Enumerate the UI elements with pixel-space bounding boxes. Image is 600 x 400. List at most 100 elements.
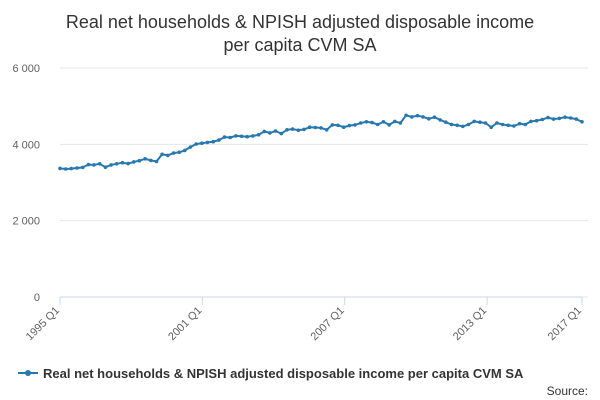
data-point-72[interactable] (466, 122, 471, 127)
data-point-67[interactable] (438, 118, 443, 122)
data-point-79[interactable] (506, 123, 511, 128)
data-point-21[interactable] (177, 150, 181, 155)
data-point-74[interactable] (478, 120, 482, 124)
data-point-65[interactable] (427, 117, 431, 121)
data-point-39[interactable] (279, 131, 284, 136)
data-point-40[interactable] (285, 128, 289, 132)
data-point-55[interactable] (370, 120, 374, 125)
data-point-19[interactable] (166, 153, 170, 158)
data-point-12[interactable] (126, 161, 130, 166)
data-point-58[interactable] (387, 123, 391, 127)
data-point-76[interactable] (489, 125, 494, 129)
data-point-43[interactable] (302, 127, 306, 132)
data-point-81[interactable] (517, 121, 522, 126)
data-point-32[interactable] (239, 134, 244, 139)
data-point-88[interactable] (557, 116, 562, 121)
data-point-17[interactable] (154, 159, 159, 164)
data-point-48[interactable] (330, 123, 335, 127)
data-point-7[interactable] (97, 162, 102, 166)
data-point-20[interactable] (171, 151, 176, 155)
data-point-29[interactable] (222, 135, 227, 139)
data-point-92[interactable] (580, 120, 584, 124)
data-point-16[interactable] (149, 158, 153, 163)
data-point-27[interactable] (211, 139, 215, 144)
data-point-6[interactable] (92, 163, 96, 167)
data-point-18[interactable] (160, 152, 164, 157)
data-point-90[interactable] (568, 116, 573, 120)
data-point-13[interactable] (132, 160, 136, 164)
data-point-53[interactable] (358, 121, 363, 125)
data-point-26[interactable] (205, 140, 210, 145)
data-point-14[interactable] (137, 158, 142, 163)
data-point-84[interactable] (534, 118, 539, 123)
data-point-28[interactable] (217, 138, 221, 142)
data-point-10[interactable] (114, 162, 119, 166)
data-point-15[interactable] (143, 157, 147, 161)
data-point-82[interactable] (523, 122, 528, 127)
data-point-35[interactable] (256, 133, 261, 137)
data-point-37[interactable] (268, 131, 272, 135)
data-point-36[interactable] (262, 129, 267, 134)
data-point-33[interactable] (245, 134, 249, 139)
data-point-11[interactable] (120, 160, 125, 165)
legend-dot-marker (25, 370, 31, 376)
data-point-91[interactable] (574, 117, 579, 121)
data-point-66[interactable] (432, 115, 437, 119)
data-point-61[interactable] (404, 113, 408, 118)
chart-title-line-1: Real net households & NPISH adjusted dis… (66, 12, 534, 32)
data-point-1[interactable] (63, 167, 68, 171)
data-point-4[interactable] (80, 165, 85, 170)
data-point-25[interactable] (200, 141, 204, 145)
data-point-60[interactable] (398, 121, 403, 125)
data-point-49[interactable] (336, 123, 340, 128)
data-point-77[interactable] (495, 121, 499, 125)
data-point-57[interactable] (381, 120, 386, 124)
data-point-78[interactable] (500, 122, 505, 127)
data-point-30[interactable] (228, 135, 232, 140)
data-point-69[interactable] (449, 122, 454, 127)
data-point-87[interactable] (551, 117, 556, 121)
data-point-44[interactable] (307, 125, 312, 129)
data-point-22[interactable] (183, 148, 187, 153)
data-point-2[interactable] (69, 166, 74, 171)
data-point-24[interactable] (194, 142, 198, 146)
data-point-52[interactable] (353, 123, 357, 127)
data-point-8[interactable] (103, 165, 108, 169)
data-point-41[interactable] (290, 127, 295, 131)
data-point-0[interactable] (58, 166, 62, 171)
data-point-89[interactable] (563, 115, 567, 119)
data-point-31[interactable] (234, 134, 238, 138)
data-point-70[interactable] (455, 123, 460, 128)
data-point-73[interactable] (472, 119, 477, 124)
data-point-62[interactable] (410, 115, 414, 119)
data-point-9[interactable] (109, 163, 113, 167)
data-point-47[interactable] (324, 128, 329, 132)
x-tick-label-4: 2017 Q1 (546, 305, 584, 343)
data-point-59[interactable] (393, 119, 397, 124)
x-tick-label-1: 2001 Q1 (166, 305, 204, 343)
data-point-75[interactable] (483, 121, 488, 125)
data-point-71[interactable] (461, 124, 465, 129)
data-point-46[interactable] (319, 126, 323, 130)
data-point-42[interactable] (296, 128, 301, 132)
data-point-64[interactable] (421, 115, 425, 119)
data-point-83[interactable] (529, 119, 533, 124)
data-point-5[interactable] (86, 162, 91, 167)
data-point-45[interactable] (313, 125, 318, 130)
chart-title-line-2: per capita CVM SA (223, 35, 376, 55)
data-point-54[interactable] (364, 120, 369, 124)
data-point-50[interactable] (341, 125, 346, 129)
data-point-34[interactable] (251, 134, 255, 138)
data-point-85[interactable] (540, 117, 545, 122)
data-point-80[interactable] (512, 124, 516, 128)
data-point-23[interactable] (188, 145, 193, 149)
data-point-56[interactable] (375, 122, 380, 127)
data-point-3[interactable] (75, 166, 79, 170)
data-point-86[interactable] (546, 115, 550, 120)
data-point-63[interactable] (415, 113, 420, 118)
data-point-51[interactable] (347, 123, 352, 128)
data-point-68[interactable] (444, 120, 448, 124)
legend[interactable]: Real net households & NPISH adjusted dis… (18, 366, 524, 381)
data-point-38[interactable] (273, 129, 278, 133)
